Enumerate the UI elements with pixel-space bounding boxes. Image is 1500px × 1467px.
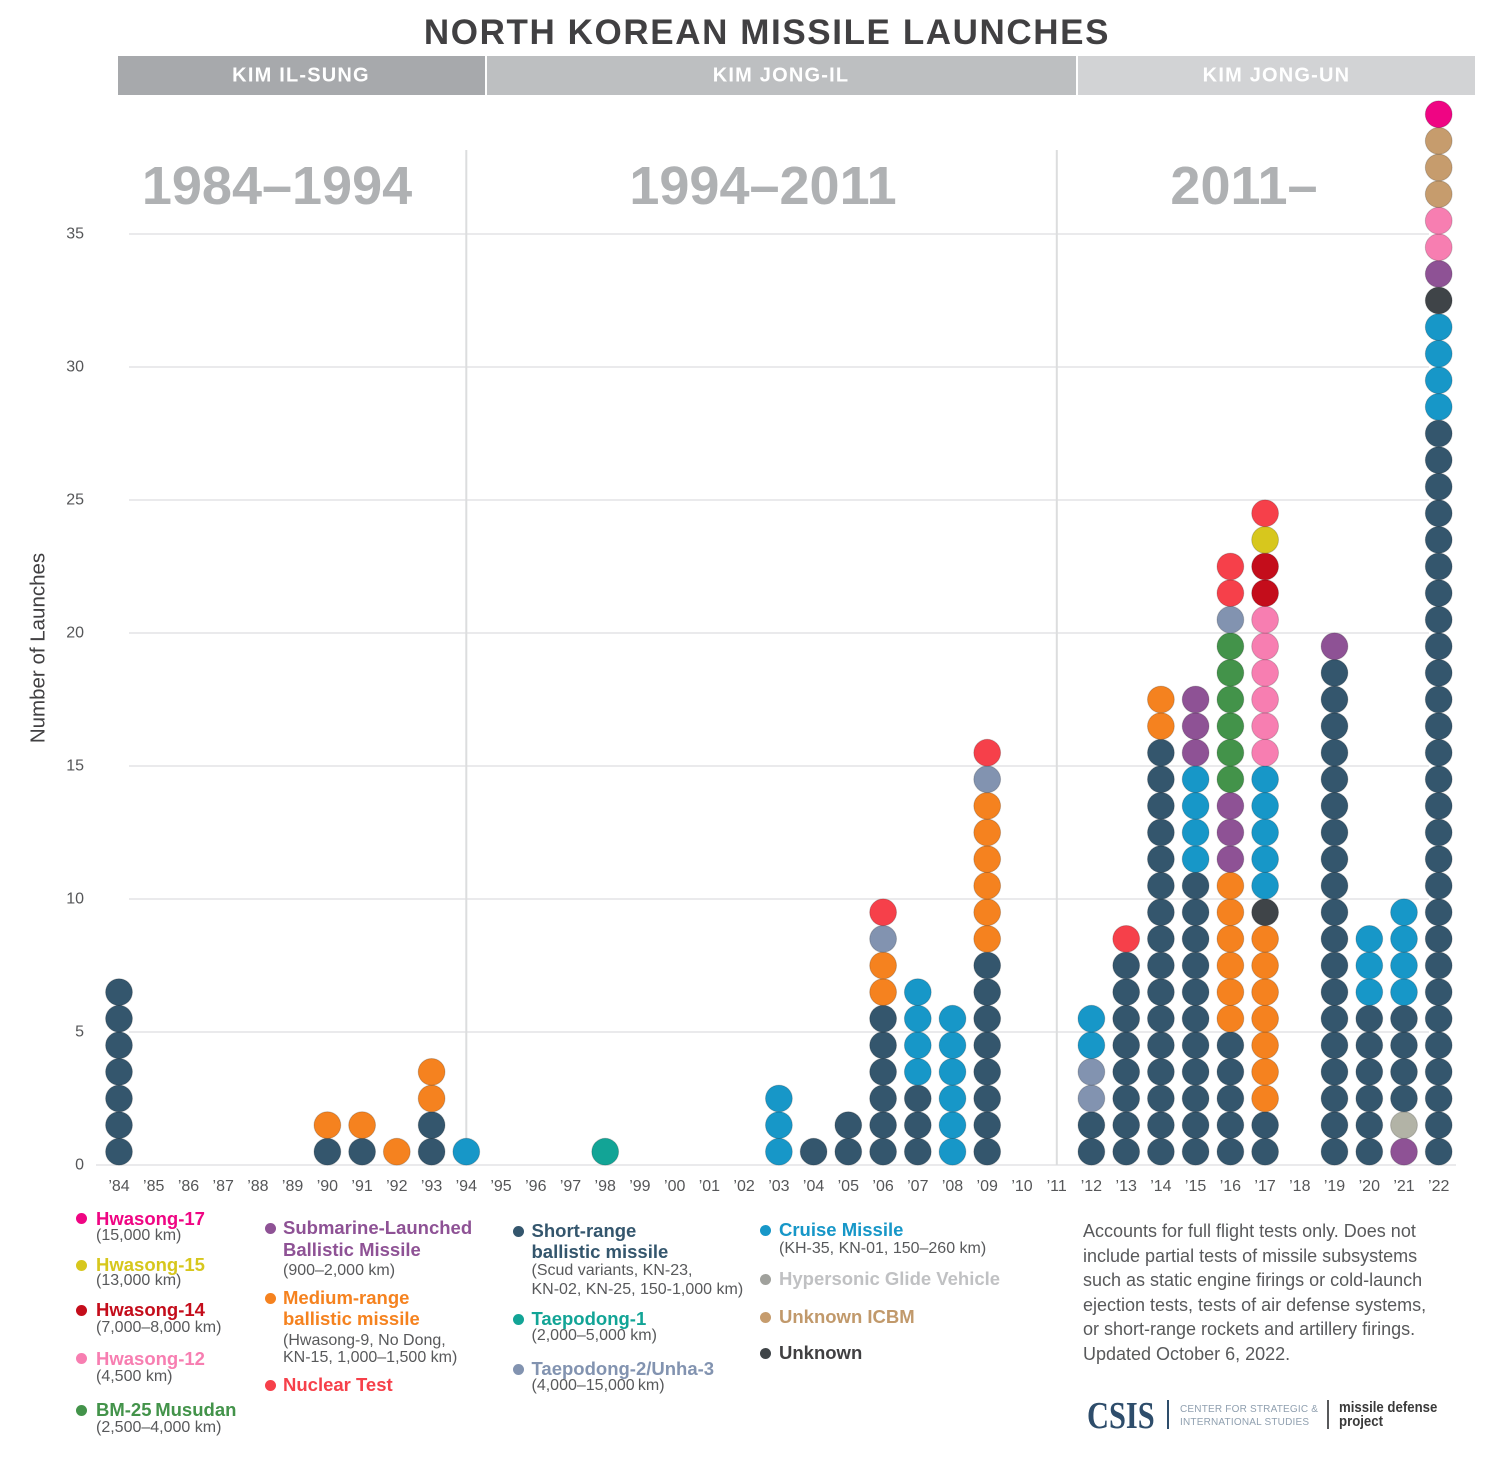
svg-text:5: 5 xyxy=(75,1024,84,1041)
svg-text:’14: ’14 xyxy=(1150,1178,1171,1195)
svg-text:’99: ’99 xyxy=(629,1178,650,1195)
svg-text:’08: ’08 xyxy=(942,1178,963,1195)
svg-text:15: 15 xyxy=(66,758,84,775)
svg-text:’12: ’12 xyxy=(1081,1178,1102,1195)
svg-text:’89: ’89 xyxy=(282,1178,303,1195)
svg-text:’02: ’02 xyxy=(733,1178,754,1195)
svg-text:’07: ’07 xyxy=(907,1178,928,1195)
svg-text:’09: ’09 xyxy=(977,1178,998,1195)
svg-text:’22: ’22 xyxy=(1428,1178,1449,1195)
svg-text:’88: ’88 xyxy=(247,1178,268,1195)
svg-text:’19: ’19 xyxy=(1324,1178,1345,1195)
svg-text:’20: ’20 xyxy=(1359,1178,1380,1195)
svg-text:’93: ’93 xyxy=(421,1178,442,1195)
svg-text:’04: ’04 xyxy=(803,1178,824,1195)
svg-text:1994–2011: 1994–2011 xyxy=(629,156,896,216)
svg-text:’96: ’96 xyxy=(525,1178,546,1195)
svg-text:’92: ’92 xyxy=(386,1178,407,1195)
svg-text:’18: ’18 xyxy=(1289,1178,1310,1195)
svg-text:20: 20 xyxy=(66,625,84,642)
svg-text:’95: ’95 xyxy=(490,1178,511,1195)
svg-text:’90: ’90 xyxy=(317,1178,338,1195)
svg-text:’91: ’91 xyxy=(351,1178,372,1195)
svg-text:’85: ’85 xyxy=(143,1178,164,1195)
svg-text:’21: ’21 xyxy=(1393,1178,1414,1195)
svg-text:’00: ’00 xyxy=(664,1178,685,1195)
svg-text:’87: ’87 xyxy=(213,1178,234,1195)
svg-text:’01: ’01 xyxy=(699,1178,720,1195)
svg-text:1984–1994: 1984–1994 xyxy=(142,156,412,216)
svg-text:10: 10 xyxy=(66,891,84,908)
svg-text:’15: ’15 xyxy=(1185,1178,1206,1195)
svg-text:’98: ’98 xyxy=(595,1178,616,1195)
svg-text:’11: ’11 xyxy=(1047,1178,1067,1195)
svg-text:’84: ’84 xyxy=(108,1178,129,1195)
svg-text:’94: ’94 xyxy=(456,1178,477,1195)
svg-text:’13: ’13 xyxy=(1116,1178,1137,1195)
svg-text:25: 25 xyxy=(66,492,84,509)
svg-text:’03: ’03 xyxy=(768,1178,789,1195)
svg-text:’06: ’06 xyxy=(872,1178,893,1195)
svg-text:’97: ’97 xyxy=(560,1178,581,1195)
svg-text:35: 35 xyxy=(66,226,84,243)
svg-text:0: 0 xyxy=(75,1157,84,1174)
svg-text:’10: ’10 xyxy=(1011,1178,1032,1195)
svg-text:’16: ’16 xyxy=(1220,1178,1241,1195)
svg-text:’86: ’86 xyxy=(178,1178,199,1195)
svg-text:’05: ’05 xyxy=(838,1178,859,1195)
svg-text:’17: ’17 xyxy=(1254,1178,1275,1195)
svg-text:30: 30 xyxy=(66,359,84,376)
svg-text:Number of Launches: Number of Launches xyxy=(27,553,50,743)
svg-text:2011–: 2011– xyxy=(1170,156,1317,216)
